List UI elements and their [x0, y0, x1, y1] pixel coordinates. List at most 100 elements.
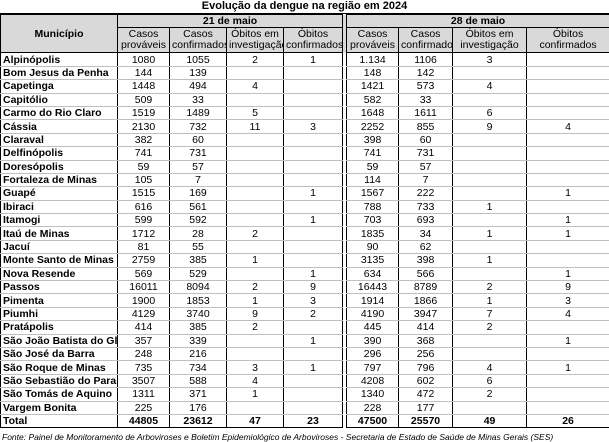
cell-21-maio: 2: [284, 307, 343, 320]
cell-21-maio: [227, 147, 284, 160]
cell-28-maio: 1421: [347, 80, 399, 93]
cell-21-maio: [227, 133, 284, 146]
cell-21-maio: 1080: [118, 53, 170, 66]
cell-21-maio: 225: [118, 401, 170, 414]
cell-21-maio: 371: [170, 388, 227, 401]
cell-21-maio: 28: [170, 227, 227, 240]
cell-21-maio: 3: [227, 361, 284, 374]
cell-28-maio: [527, 147, 609, 160]
cell-21-maio: 3: [284, 120, 343, 133]
cell-28-maio: [453, 173, 527, 186]
cell-28-maio: [453, 347, 527, 360]
cell-28-maio: 1835: [347, 227, 399, 240]
cell-28-maio: 62: [399, 240, 453, 253]
cell-21-maio: 9: [227, 307, 284, 320]
cell-21-maio: [227, 401, 284, 414]
cell-21-maio: 561: [170, 200, 227, 213]
cell-28-maio: 445: [347, 321, 399, 334]
cell-21-maio: 4: [227, 80, 284, 93]
cell-21-maio: 569: [118, 267, 170, 280]
cell-21-maio: 81: [118, 240, 170, 253]
cell-21-maio: [284, 160, 343, 173]
cell-21-maio: [284, 254, 343, 267]
cell-28-maio: 4190: [347, 307, 399, 320]
total-cell: 49: [453, 414, 527, 427]
cell-21-maio: [284, 147, 343, 160]
cell-28-maio: 573: [399, 80, 453, 93]
cell-28-maio: 731: [399, 147, 453, 160]
cell-28-maio: 296: [347, 347, 399, 360]
cell-28-maio: [453, 187, 527, 200]
cell-21-maio: 4: [227, 374, 284, 387]
cell-21-maio: 105: [118, 173, 170, 186]
cell-28-maio: [527, 401, 609, 414]
cell-28-maio: 602: [399, 374, 453, 387]
cell-28-maio: 16443: [347, 281, 399, 294]
cell-28-maio: 741: [347, 147, 399, 160]
cell-28-maio: [453, 267, 527, 280]
cell-28-maio: [453, 160, 527, 173]
cell-28-maio: [527, 93, 609, 106]
cell-28-maio: 4: [527, 307, 609, 320]
cell-28-maio: [453, 133, 527, 146]
cell-21-maio: 3: [284, 294, 343, 307]
municipio-name: Capetinga: [1, 80, 118, 93]
table-row: São João Batista do Glória35733913903681: [1, 334, 609, 347]
municipio-name: Jacuí: [1, 240, 118, 253]
municipio-name: São João Batista do Glória: [1, 334, 118, 347]
cell-28-maio: [453, 66, 527, 79]
cell-28-maio: 4: [453, 80, 527, 93]
cell-21-maio: 357: [118, 334, 170, 347]
cell-28-maio: 855: [399, 120, 453, 133]
municipio-name: Guapé: [1, 187, 118, 200]
municipio-name: Vargem Bonita: [1, 401, 118, 414]
cell-21-maio: 55: [170, 240, 227, 253]
cell-28-maio: [527, 80, 609, 93]
header-date-21-maio: 21 de maio: [118, 15, 343, 28]
cell-28-maio: 222: [399, 187, 453, 200]
header-casos-confirmados: Casos confirmados: [399, 28, 453, 53]
cell-21-maio: 1900: [118, 294, 170, 307]
cell-21-maio: 1712: [118, 227, 170, 240]
cell-21-maio: [284, 80, 343, 93]
cell-21-maio: [284, 347, 343, 360]
dengue-table: Município 21 de maio 28 de maio Casos pr…: [0, 14, 609, 428]
cell-21-maio: 1: [227, 388, 284, 401]
cell-28-maio: 8789: [399, 281, 453, 294]
cell-28-maio: 634: [347, 267, 399, 280]
cell-21-maio: 509: [118, 93, 170, 106]
cell-21-maio: 1: [284, 361, 343, 374]
cell-21-maio: [284, 93, 343, 106]
municipio-name: Itamogi: [1, 214, 118, 227]
municipio-name: Carmo do Rio Claro: [1, 106, 118, 119]
cell-28-maio: 582: [347, 93, 399, 106]
cell-21-maio: [227, 66, 284, 79]
cell-21-maio: 1: [227, 294, 284, 307]
cell-21-maio: 4129: [118, 307, 170, 320]
cell-21-maio: [284, 227, 343, 240]
header-municipio: Município: [1, 15, 118, 53]
cell-21-maio: 731: [170, 147, 227, 160]
cell-28-maio: [527, 388, 609, 401]
cell-28-maio: 114: [347, 173, 399, 186]
cell-21-maio: 1448: [118, 80, 170, 93]
cell-28-maio: 2: [453, 281, 527, 294]
total-cell: 25570: [399, 414, 453, 427]
cell-21-maio: 1853: [170, 294, 227, 307]
cell-28-maio: 1: [527, 227, 609, 240]
cell-28-maio: 1: [527, 214, 609, 227]
municipio-name: Passos: [1, 281, 118, 294]
cell-28-maio: 228: [347, 401, 399, 414]
cell-21-maio: [227, 240, 284, 253]
cell-28-maio: 1.134: [347, 53, 399, 66]
